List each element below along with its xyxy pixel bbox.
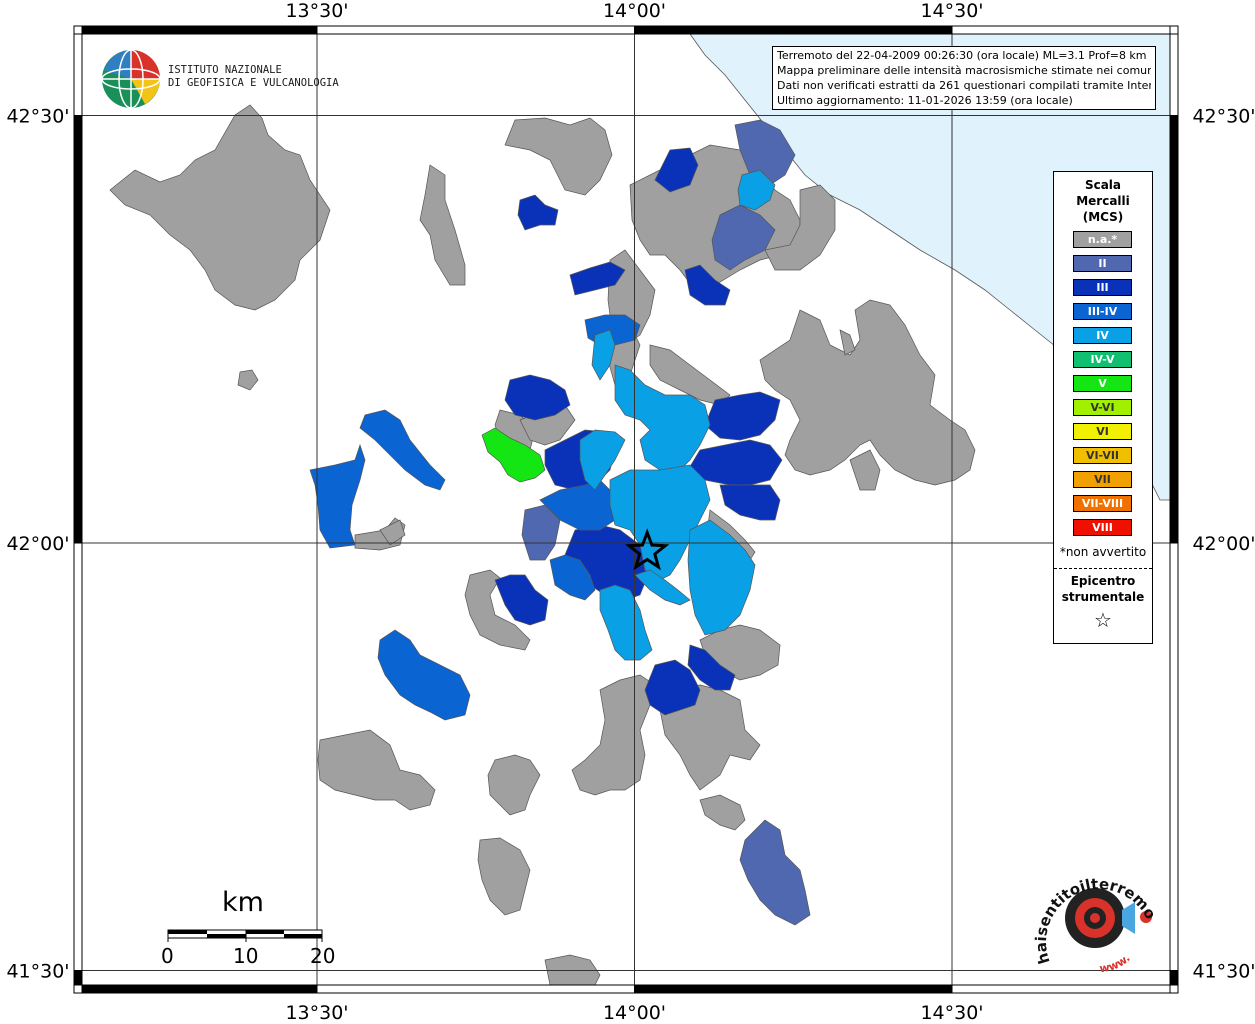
legend-item: III-IV xyxy=(1073,303,1132,320)
lat-label-left: 42°30' xyxy=(6,106,69,128)
frame-segment-left xyxy=(73,542,83,971)
legend-item: IV xyxy=(1073,327,1132,344)
epicenter-star-icon[interactable] xyxy=(625,528,670,571)
scale-unit: km xyxy=(222,887,264,918)
logo-line-2: DI GEOFISICA E VULCANOLOGIA xyxy=(168,77,339,89)
event-info-box: Terremoto del 22-04-2009 00:26:30 (ora l… xyxy=(772,46,1156,110)
legend-item: III xyxy=(1073,279,1132,296)
map-frame xyxy=(73,25,1179,994)
legend-item: VII-VIII xyxy=(1073,495,1132,512)
lon-label-bottom: 14°30' xyxy=(920,1002,983,1024)
frame-segment-top xyxy=(81,25,318,35)
scale-label-10: 10 xyxy=(233,944,259,968)
legend-separator xyxy=(1054,568,1152,569)
scale-label-0: 0 xyxy=(161,944,174,968)
legend-title-3: (MCS) xyxy=(1082,210,1124,224)
legend-title-2: Mercalli xyxy=(1076,194,1130,208)
scale-label-20: 20 xyxy=(310,944,336,968)
legend-item: V xyxy=(1073,375,1132,392)
mercalli-legend: Scala Mercalli (MCS) *non avvertito Epic… xyxy=(1053,171,1153,644)
event-info-line-3: Dati non verificati estratti da 261 ques… xyxy=(777,79,1151,92)
scale-bar xyxy=(167,929,323,942)
legend-star-icon: ☆ xyxy=(1094,608,1112,632)
lat-label-left: 41°30' xyxy=(6,961,69,983)
lon-label-top: 14°00' xyxy=(603,0,666,22)
regions-intensity-III-IV xyxy=(309,314,641,721)
legend-epicenter-2: strumentale xyxy=(1061,590,1145,604)
ingv-logo: ISTITUTO NAZIONALE DI GEOFISICA E VULCAN… xyxy=(100,48,339,110)
frame-segment-right xyxy=(1169,970,1179,986)
frame-segment-right xyxy=(1169,33,1179,116)
legend-item: VIII xyxy=(1073,519,1132,536)
frame-segment-right xyxy=(1169,542,1179,971)
frame-segment-right xyxy=(1169,115,1179,544)
legend-item: n.a.* xyxy=(1073,231,1132,248)
lat-label-right: 41°30' xyxy=(1192,961,1255,983)
legend-item: II xyxy=(1073,255,1132,272)
lat-label-right: 42°30' xyxy=(1192,106,1255,128)
lon-label-top: 14°30' xyxy=(920,0,983,22)
lon-label-top: 13°30' xyxy=(285,0,348,22)
frame-segment-left xyxy=(73,970,83,986)
frame-segment-bottom xyxy=(951,984,1171,994)
legend-epicenter-1: Epicentro xyxy=(1070,574,1136,588)
legend-item: IV-V xyxy=(1073,351,1132,368)
lon-label-bottom: 13°30' xyxy=(285,1002,348,1024)
lat-label-right: 42°00' xyxy=(1192,533,1255,555)
regions-intensity-II xyxy=(521,119,811,926)
svg-text:www.: www. xyxy=(1099,952,1133,976)
coordinate-labels: 13°30' 13°30' 14°00' 14°00' 14°30' 14°30' 42°3… xyxy=(6,0,1255,1024)
legend-item: VI-VII xyxy=(1073,447,1132,464)
legend-title-1: Scala xyxy=(1084,178,1122,192)
legend-item: VI xyxy=(1073,423,1132,440)
frame-segment-top xyxy=(951,25,1171,35)
frame-segment-top xyxy=(634,25,953,35)
frame-segment-left xyxy=(73,115,83,544)
haisentito-logo[interactable]: haisentitoilterremoto.it www. xyxy=(1030,862,1160,977)
legend-item: VII xyxy=(1073,471,1132,488)
frame-segment-bottom xyxy=(81,984,318,994)
lon-label-bottom: 14°00' xyxy=(603,1002,666,1024)
frame-segment-top xyxy=(316,25,635,35)
legend-note: *non avvertito xyxy=(1059,545,1147,559)
regions-intensity-III xyxy=(494,147,783,716)
brand-www: www. xyxy=(1099,952,1133,976)
globe-icon xyxy=(101,49,161,109)
logo-line-1: ISTITUTO NAZIONALE xyxy=(168,64,282,76)
regions-intensity-V xyxy=(481,427,546,483)
lat-label-left: 42°00' xyxy=(6,533,69,555)
frame-segment-bottom xyxy=(634,984,953,994)
graticule xyxy=(74,26,1178,993)
frame-segment-bottom xyxy=(316,984,635,994)
event-info-line-4: Ultimo aggiornamento: 11-01-2026 13:59 (… xyxy=(777,94,1073,107)
legend-item: V-VI xyxy=(1073,399,1132,416)
event-info-line-1: Terremoto del 22-04-2009 00:26:30 (ora l… xyxy=(777,49,1147,62)
frame-segment-left xyxy=(73,33,83,116)
event-info-line-2: Mappa preliminare delle intensità macros… xyxy=(777,64,1151,77)
